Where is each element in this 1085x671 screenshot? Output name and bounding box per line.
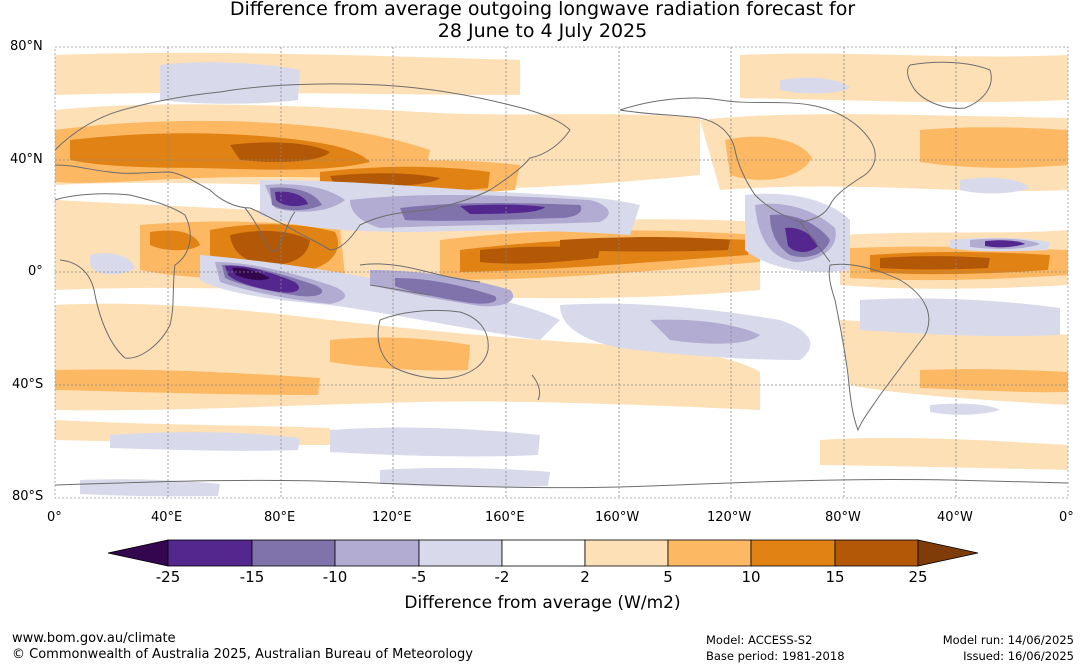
lon-label-40w: 40°W [937,510,973,525]
lon-label-120e: 120°E [372,510,412,525]
coastlines [55,61,1068,489]
colorbar-swatch-9 [834,539,919,567]
colorbar-tick-15: 15 [825,568,845,586]
colorbar-tick-minus15: -15 [239,568,265,586]
colorbar-swatch-5 [501,539,586,567]
colorbar-tick-10: 10 [741,568,761,586]
lat-label-80n: 80°N [10,39,43,54]
lon-label-80e: 80°E [264,510,296,525]
lon-label-0-right: 0° [1059,510,1074,525]
colorbar-tick-minus25: -25 [155,568,181,586]
lon-label-40e: 40°E [151,510,183,525]
lat-label-80s: 80°S [12,489,44,504]
graticule [55,47,1068,498]
footer-base-period: Base period: 1981-2018 [706,649,845,663]
lon-label-160w: 160°W [595,510,640,525]
lon-label-80w: 80°W [825,510,861,525]
lon-label-160e: 160°E [485,510,525,525]
title-line-1: Difference from average outgoing longwav… [229,0,856,20]
colorbar-tick-minus10: -10 [322,568,348,586]
lat-label-0: 0° [28,264,43,279]
footer-issued: Issued: 16/06/2025 [963,649,1074,663]
colorbar-swatch-1 [167,539,253,567]
footer-model-run: Model run: 14/06/2025 [942,633,1074,647]
colorbar-swatch-4 [418,539,503,567]
colorbar-swatch-3 [334,539,420,567]
lon-label-0-left: 0° [47,510,62,525]
colorbar-tick-2: 2 [580,568,590,586]
colorbar-swatch-6 [584,539,669,567]
colorbar-title: Difference from average (W/m2) [404,593,681,613]
footer-model: Model: ACCESS-S2 [706,633,813,647]
colorbar-swatch-8 [750,539,836,567]
footer-url[interactable]: www.bom.gov.au/climate [12,631,176,646]
lon-label-120w: 120°W [707,510,752,525]
map-title: Difference from average outgoing longwav… [0,0,1085,42]
colorbar-swatch-2 [251,539,336,567]
colorbar-tick-minus5: -5 [411,568,427,586]
colorbar [107,539,979,567]
colorbar-tick-25: 25 [908,568,928,586]
lat-label-40s: 40°S [12,377,44,392]
colorbar-over-triangle [917,539,979,567]
title-line-2: 28 June to 4 July 2025 [437,20,648,42]
colorbar-tick-5: 5 [663,568,673,586]
anomaly-fields [55,47,1068,498]
colorbar-tick-minus2: -2 [494,568,510,586]
footer-copyright: © Commonwealth of Australia 2025, Austra… [12,647,473,662]
colorbar-swatch-7 [667,539,752,567]
lat-label-40n: 40°N [10,152,43,167]
colorbar-under-triangle [107,539,169,567]
